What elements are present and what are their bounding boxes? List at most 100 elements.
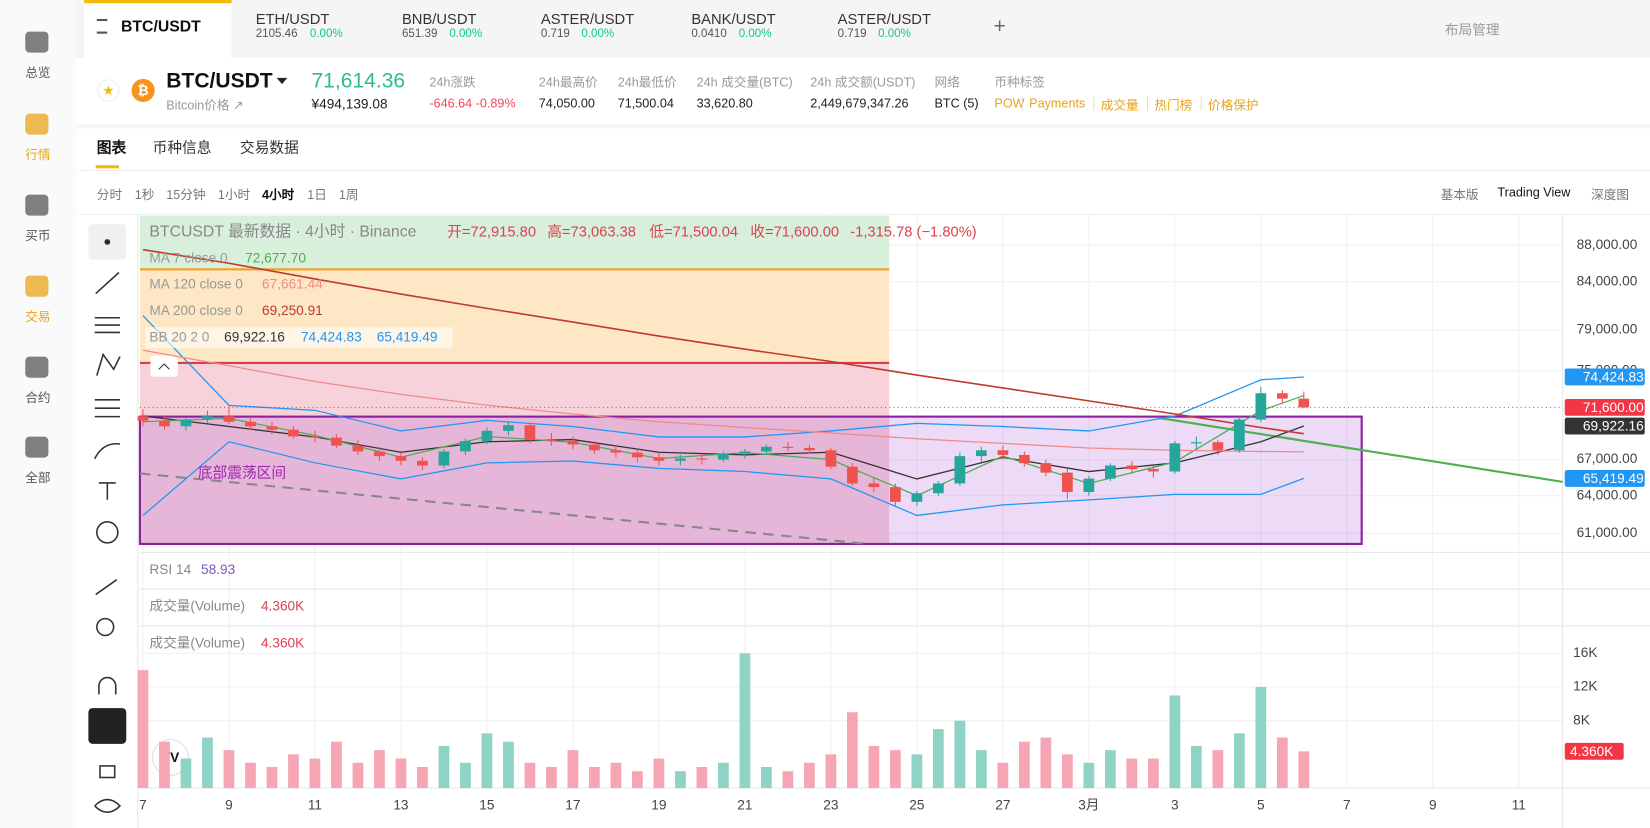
tab-price: 2105.46: [255, 27, 298, 40]
volume-bar: [524, 762, 536, 789]
tool-eye[interactable]: [94, 798, 122, 814]
tool-zoom[interactable]: [96, 617, 115, 637]
tags-label: 币种标签: [994, 74, 1045, 90]
ticker-cny: ¥494,139.08: [311, 95, 388, 112]
tag[interactable]: Payments: [1029, 95, 1086, 111]
legend-text: 67,661.44: [262, 277, 323, 292]
indicator-line: [142, 248, 1304, 435]
legend-bg: [145, 327, 453, 349]
y-tick-label: 64,000.00: [1577, 487, 1638, 502]
active-tab-bg: [84, 2, 232, 58]
nav-item[interactable]: 买币: [25, 228, 51, 244]
legend-text: RSI 14: [149, 562, 191, 577]
tag[interactable]: 价格保护: [1208, 97, 1259, 113]
legend-text: MA 7 close 0: [149, 250, 228, 265]
candle-body: [1018, 454, 1030, 464]
volume-bar: [159, 741, 170, 789]
x-tick-label: 25: [909, 798, 925, 813]
tag[interactable]: 成交量: [1100, 97, 1139, 113]
collapse-btn[interactable]: [150, 355, 178, 377]
legend-text: MA 120 close 0: [149, 277, 243, 292]
interval[interactable]: 1日: [307, 187, 327, 203]
tool-emoji[interactable]: [96, 521, 119, 544]
tab-pair[interactable]: ASTER/USDT: [837, 10, 931, 28]
interval[interactable]: 分时: [96, 187, 123, 203]
tool-text[interactable]: [98, 482, 116, 500]
interval[interactable]: 4小时: [262, 187, 295, 203]
tab-pair[interactable]: BTC/USDT: [121, 17, 201, 36]
nav-item[interactable]: 交易: [25, 309, 51, 325]
view-option[interactable]: 深度图: [1591, 187, 1629, 203]
tool-fib[interactable]: [94, 399, 120, 418]
tool-pattern[interactable]: [96, 352, 121, 376]
tag-sep: [1200, 96, 1202, 111]
tag[interactable]: POW: [994, 95, 1025, 111]
candle-body: [1255, 393, 1267, 420]
tab-pair[interactable]: BANK/USDT: [691, 10, 776, 28]
subtab[interactable]: 币种信息: [152, 138, 212, 156]
x-tick-label: 11: [308, 798, 322, 813]
subtab[interactable]: 图表: [96, 138, 127, 156]
nav-item[interactable]: 全部: [25, 470, 51, 486]
legend-text: 收=71,600.00: [750, 223, 839, 240]
volume-bar: [266, 766, 278, 789]
volume-bar: [374, 750, 385, 789]
tool-brush[interactable]: [94, 442, 121, 460]
volume-bar: [696, 766, 708, 789]
nav-item[interactable]: 总览: [25, 65, 51, 80]
tool-magnet[interactable]: [98, 676, 117, 695]
legend-text: BB 20 2 0: [149, 329, 209, 344]
candle-body: [1104, 465, 1116, 479]
stat-value: BTC (5): [934, 95, 979, 111]
tab-pair[interactable]: BNB/USDT: [401, 10, 477, 28]
x-tick-label: 17: [565, 798, 580, 813]
nav-item[interactable]: 行情: [25, 147, 51, 163]
interval[interactable]: 1周: [338, 187, 359, 203]
dropdown[interactable]: [276, 77, 288, 85]
candle-body: [223, 416, 235, 422]
candle-body: [804, 447, 815, 451]
legend-text: MA 200 close 0: [149, 303, 243, 318]
tool-ruler[interactable]: [95, 579, 118, 596]
star-icon[interactable]: [97, 79, 120, 102]
tag[interactable]: 热门榜: [1154, 97, 1193, 113]
view-option[interactable]: 基本版: [1440, 187, 1479, 203]
add-tab[interactable]: +: [994, 15, 1006, 38]
x-tick-label: 9: [225, 798, 233, 813]
stat-value: 71,500.04: [617, 95, 674, 111]
tab-pair[interactable]: ETH/USDT: [255, 10, 330, 28]
price-tag-label: 71,600.00: [1583, 400, 1644, 415]
candle-body: [1212, 442, 1224, 451]
volume-bar: [1190, 745, 1202, 789]
interval[interactable]: 1秒: [134, 187, 155, 203]
legend-text: 成交量(Volume): [149, 598, 245, 614]
x-tick-label: 23: [823, 798, 838, 813]
tab-pair[interactable]: ASTER/USDT: [540, 10, 635, 28]
legend-text: 高=73,063.38: [547, 223, 636, 240]
tool-line[interactable]: [95, 271, 120, 295]
tool-lines[interactable]: [94, 316, 120, 334]
tab-change: 0.00%: [309, 27, 343, 40]
interval[interactable]: 15分钟: [166, 187, 206, 203]
x-tick-label: 19: [651, 798, 666, 813]
tool-unlock[interactable]: [99, 765, 116, 779]
view-option[interactable]: Trading View: [1497, 185, 1571, 200]
volume-bar: [1212, 750, 1224, 789]
layout-button[interactable]: 布局管理: [1444, 22, 1500, 38]
tab-change: 0.00%: [738, 27, 772, 40]
ticker-subtitle[interactable]: Bitcoin价格 ↗: [166, 97, 244, 113]
nav-item[interactable]: 合约: [25, 390, 51, 406]
tool-lock-draw[interactable]: [88, 708, 127, 744]
legend-text: 开=72,915.80: [447, 224, 536, 240]
volume-bar: [503, 741, 514, 789]
volume-bar: [1104, 750, 1116, 789]
nav-icon: [25, 275, 49, 297]
zone-orange: [139, 268, 890, 363]
interval[interactable]: 1小时: [217, 187, 251, 203]
volume-bar: [1255, 687, 1267, 789]
stat-value: 33,620.80: [696, 95, 753, 111]
subtab[interactable]: 交易数据: [239, 138, 299, 156]
tool-cursor[interactable]: [104, 239, 111, 245]
candle-body: [438, 451, 450, 466]
tag-sep: [1093, 96, 1095, 111]
